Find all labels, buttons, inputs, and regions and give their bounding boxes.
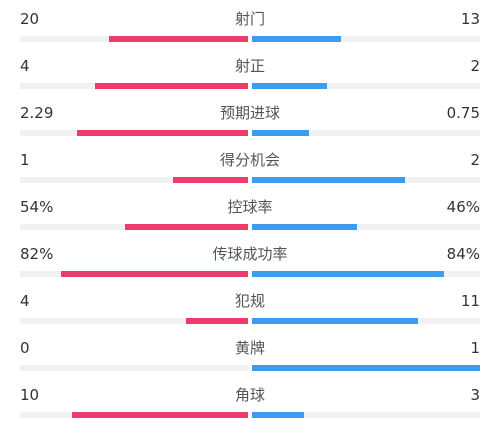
stat-row: 4 射正 2: [0, 56, 500, 102]
home-value: 54%: [20, 198, 54, 216]
away-value: 3: [470, 386, 480, 404]
home-value: 82%: [20, 245, 54, 263]
away-bar-track: [252, 177, 480, 183]
home-bar: [77, 130, 248, 136]
stat-row: 54% 控球率 46%: [0, 197, 500, 243]
stat-label: 射正: [234, 57, 265, 75]
away-bar: [252, 177, 405, 183]
away-bar-track: [252, 365, 480, 371]
stat-label: 角球: [234, 386, 265, 404]
away-value: 2: [470, 151, 480, 169]
home-value: 4: [20, 57, 30, 75]
home-bar: [95, 83, 248, 89]
home-value: 1: [20, 151, 30, 169]
home-bar-track: [20, 318, 248, 324]
away-bar-track: [252, 130, 480, 136]
away-bar: [252, 36, 341, 42]
away-bar: [252, 365, 480, 371]
stat-label: 射门: [234, 10, 265, 28]
away-bar: [252, 83, 328, 89]
stat-row: 2.29 预期进球 0.75: [0, 103, 500, 149]
home-value: 4: [20, 292, 30, 310]
stat-row: 20 射门 13: [0, 9, 500, 55]
home-bar-track: [20, 365, 248, 371]
stat-label: 预期进球: [219, 104, 280, 122]
away-bar: [252, 271, 444, 277]
home-bar-track: [20, 36, 248, 42]
home-bar-track: [20, 271, 248, 277]
stat-row: 82% 传球成功率 84%: [0, 244, 500, 290]
away-value: 2: [470, 57, 480, 75]
home-value: 0: [20, 339, 30, 357]
away-bar-track: [252, 271, 480, 277]
stat-row: 10 角球 3: [0, 385, 500, 431]
home-bar-track: [20, 412, 248, 418]
home-bar: [72, 412, 248, 418]
stat-label: 黄牌: [234, 339, 265, 357]
stat-row: 4 犯规 11: [0, 291, 500, 337]
home-bar-track: [20, 130, 248, 136]
home-bar-track: [20, 177, 248, 183]
away-value: 11: [460, 292, 480, 310]
away-value: 46%: [446, 198, 480, 216]
home-bar: [124, 224, 248, 230]
stat-label: 传球成功率: [212, 245, 288, 263]
home-bar: [61, 271, 248, 277]
away-value: 13: [460, 10, 480, 28]
away-bar: [252, 318, 419, 324]
away-bar-track: [252, 412, 480, 418]
home-value: 10: [20, 386, 40, 404]
away-bar-track: [252, 83, 480, 89]
stat-label: 控球率: [227, 198, 273, 216]
home-bar: [186, 318, 248, 324]
away-value: 84%: [446, 245, 480, 263]
stat-row: 0 黄牌 1: [0, 338, 500, 384]
stat-row: 1 得分机会 2: [0, 150, 500, 196]
stat-label: 得分机会: [219, 151, 280, 169]
away-bar: [252, 130, 309, 136]
home-bar: [172, 177, 248, 183]
home-value: 2.29: [20, 104, 54, 122]
home-bar-track: [20, 83, 248, 89]
stat-label: 犯规: [234, 292, 265, 310]
away-value: 1: [470, 339, 480, 357]
home-bar-track: [20, 224, 248, 230]
home-bar: [108, 36, 248, 42]
away-bar: [252, 224, 357, 230]
away-bar: [252, 412, 305, 418]
away-bar-track: [252, 224, 480, 230]
home-value: 20: [20, 10, 40, 28]
away-value: 0.75: [446, 104, 480, 122]
away-bar-track: [252, 36, 480, 42]
away-bar-track: [252, 318, 480, 324]
